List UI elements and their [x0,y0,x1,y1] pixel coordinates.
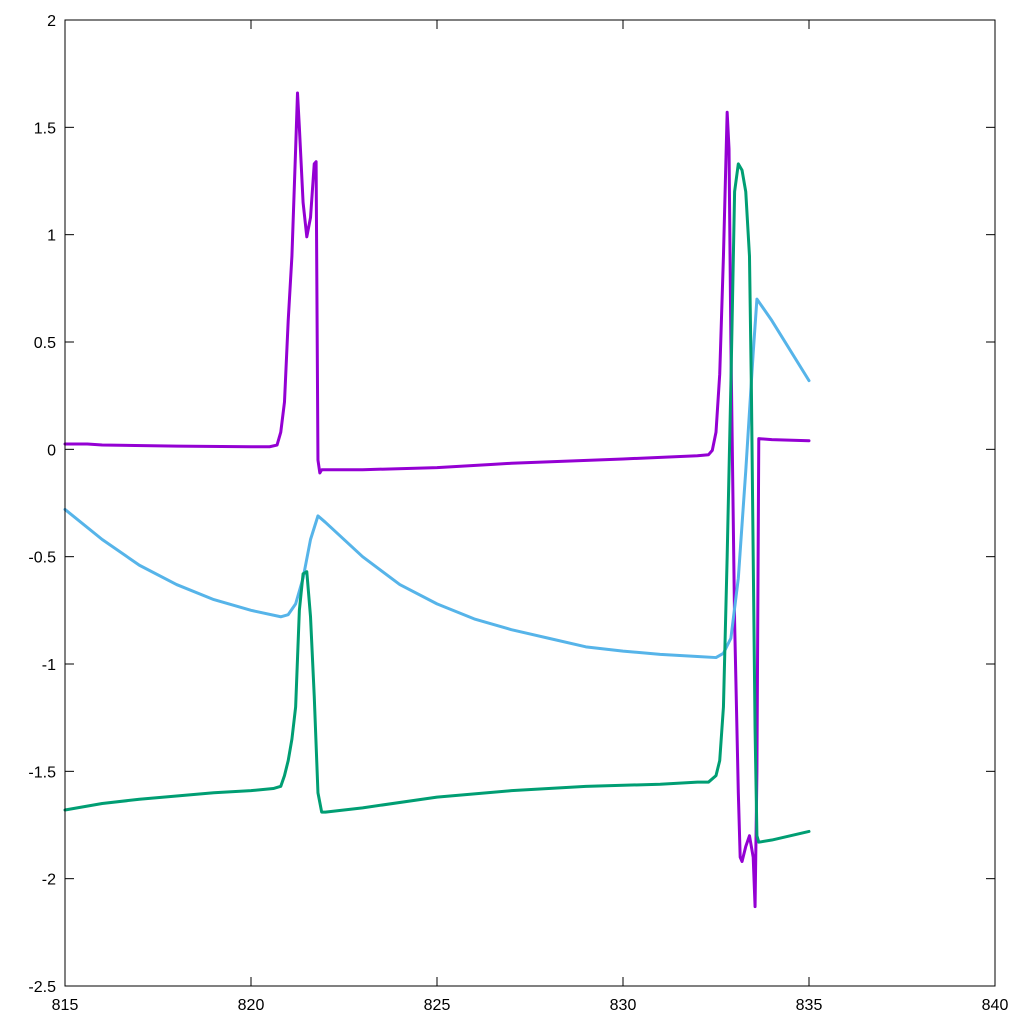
y-tick-label: -0.5 [28,550,56,567]
x-tick-label: 825 [424,997,451,1014]
y-tick-label: 1 [47,228,56,245]
x-tick-label: 830 [610,997,637,1014]
y-tick-label: 1.5 [34,120,56,137]
series-line-3 [63,162,811,844]
x-tick-label: 840 [982,997,1009,1014]
axis-ticks [64,19,996,987]
x-tick-label: 835 [796,997,823,1014]
plot-frame [64,19,996,987]
series-line-2 [63,297,811,660]
series-line-1 [63,91,811,909]
y-tick-label: -1 [42,657,56,674]
y-tick-label: 2 [47,13,56,30]
y-tick-label: -2 [42,872,56,889]
y-tick-label: -1.5 [28,764,56,781]
x-tick-label: 820 [238,997,265,1014]
tick-labels: 815 820 825 830 835 840 -2.5 -2 -1.5 -1 -0.5 0 0.5 1 1… [28,13,1008,1014]
y-tick-label: 0 [47,442,56,459]
chart-series [63,91,811,909]
y-tick-label: -2.5 [28,979,56,996]
x-tick-label: 815 [52,997,79,1014]
y-tick-label: 0.5 [34,335,56,352]
